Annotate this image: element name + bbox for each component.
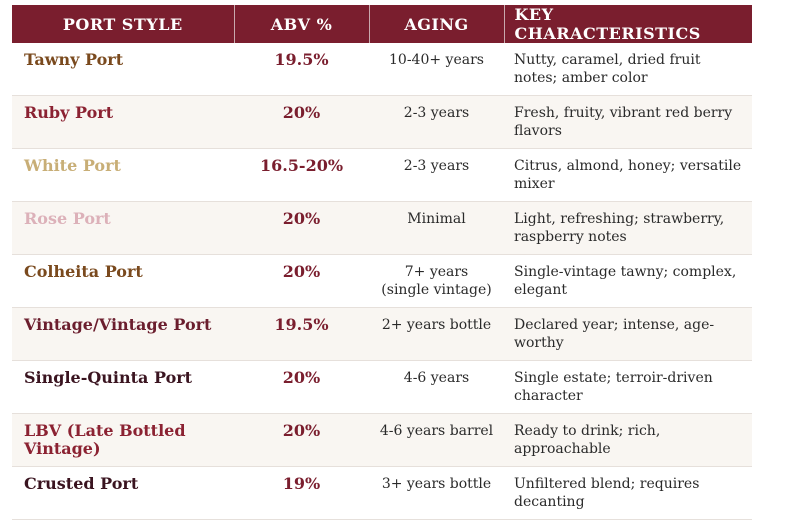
key-characteristics-cell: Single estate; terroir-driven character [504,360,752,414]
port-style-cell: Rose Port [12,201,234,255]
table-row: Rose Port 20% Minimal Light, refreshing; st… [12,201,752,255]
port-style-cell: White Port [12,148,234,202]
port-style-cell: Single-Quinta Port [12,360,234,414]
table-row: Single-Quinta Port 20% 4-6 years Single est… [12,360,752,414]
table-row: Crusted Port 19% 3+ years bottle Unfiltered… [12,466,752,520]
key-characteristics-cell: Unfiltered blend; requires decanting [504,466,752,520]
abv-cell: 20% [234,201,369,255]
key-characteristics-cell: Citrus, almond, honey; versatile mixer [504,148,752,202]
aging-cell: 10-40+ years [369,43,504,96]
key-characteristics-cell: Light, refreshing; strawberry, raspberry… [504,201,752,255]
aging-cell: 7+ years (single vintage) [369,254,504,308]
abv-cell: 20% [234,413,369,467]
port-styles-table-container: PORT STYLE ABV % AGING KEY CHARACTERISTI… [12,5,752,520]
abv-cell: 20% [234,254,369,308]
abv-cell: 20% [234,95,369,149]
table-row: Colheita Port 20% 7+ years (single vintage… [12,254,752,308]
abv-cell: 19.5% [234,43,369,96]
table-row: Tawny Port 19.5% 10-40+ years Nutty, carame… [12,43,752,96]
aging-cell: 2+ years bottle [369,307,504,361]
abv-cell: 19.5% [234,307,369,361]
abv-cell: 16.5-20% [234,148,369,202]
aging-cell: 2-3 years [369,148,504,202]
table-body: Tawny Port 19.5% 10-40+ years Nutty, carame… [12,43,752,520]
table-row: White Port 16.5-20% 2-3 years Citrus, almon… [12,148,752,202]
aging-cell: Minimal [369,201,504,255]
header-aging: AGING [369,5,505,43]
key-characteristics-cell: Declared year; intense, age-worthy [504,307,752,361]
key-characteristics-cell: Ready to drink; rich, approachable [504,413,752,467]
abv-cell: 20% [234,360,369,414]
key-characteristics-cell: Fresh, fruity, vibrant red berry flavors [504,95,752,149]
port-styles-table: PORT STYLE ABV % AGING KEY CHARACTERISTI… [12,5,752,520]
port-style-cell: Ruby Port [12,95,234,149]
header-key-characteristics: KEY CHARACTERISTICS [504,5,752,43]
aging-cell: 4-6 years barrel [369,413,504,467]
abv-cell: 19% [234,466,369,520]
port-style-cell: Crusted Port [12,466,234,520]
aging-cell: 3+ years bottle [369,466,504,520]
header-abv: ABV % [234,5,370,43]
port-style-cell: LBV (Late Bottled Vintage) [12,413,234,467]
port-style-cell: Tawny Port [12,43,234,96]
table-header-row: PORT STYLE ABV % AGING KEY CHARACTERISTI… [12,5,752,43]
table-row: LBV (Late Bottled Vintage) 20% 4-6 years b… [12,413,752,467]
port-style-cell: Colheita Port [12,254,234,308]
key-characteristics-cell: Nutty, caramel, dried fruit notes; amber… [504,43,752,96]
aging-cell: 2-3 years [369,95,504,149]
header-port-style: PORT STYLE [12,5,235,43]
aging-cell: 4-6 years [369,360,504,414]
key-characteristics-cell: Single-vintage tawny; complex, elegant [504,254,752,308]
port-style-cell: Vintage/Vintage Port [12,307,234,361]
table-row: Vintage/Vintage Port 19.5% 2+ years bottle… [12,307,752,361]
table-row: Ruby Port 20% 2-3 years Fresh, fruity, vibr… [12,95,752,149]
